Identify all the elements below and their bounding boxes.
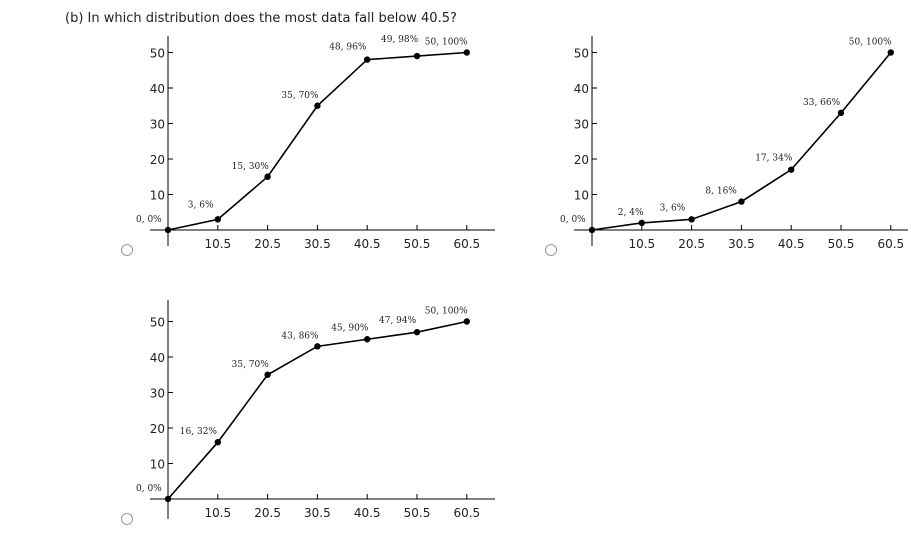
data-point — [314, 343, 321, 350]
x-tick-label: 60.5 — [877, 237, 904, 251]
data-point-label: 49, 98% — [381, 35, 419, 45]
data-point — [738, 198, 745, 205]
data-point — [413, 52, 421, 60]
data-point-label: 3, 6% — [660, 203, 686, 213]
y-tick-label: 40 — [150, 82, 165, 96]
x-tick-label: 20.5 — [678, 237, 705, 251]
y-tick-label: 30 — [150, 118, 165, 132]
y-tick-label: 50 — [574, 47, 589, 61]
data-point-label: 17, 34% — [755, 154, 793, 164]
data-point — [463, 49, 470, 56]
data-point — [638, 219, 645, 227]
y-tick-label: 30 — [150, 387, 165, 401]
data-point-label: 48, 96% — [329, 43, 367, 53]
y-tick-label: 50 — [150, 47, 165, 61]
data-point — [364, 336, 371, 343]
x-tick-label: 60.5 — [453, 506, 480, 520]
data-point-label: 16, 32% — [180, 427, 218, 437]
x-tick-label: 50.5 — [404, 237, 431, 251]
y-tick-label: 20 — [574, 153, 589, 167]
y-tick-label: 40 — [150, 351, 165, 365]
data-point-label: 47, 94% — [379, 316, 417, 326]
x-tick-label: 60.5 — [453, 237, 480, 251]
x-tick-label: 10.5 — [204, 237, 231, 251]
data-point-label: 33, 66% — [803, 98, 841, 108]
x-tick-label: 10.5 — [628, 237, 655, 251]
x-tick-label: 30.5 — [304, 506, 331, 520]
data-point — [164, 495, 172, 503]
data-point-label: 0, 0% — [136, 484, 162, 494]
data-point-label: 3, 6% — [188, 200, 214, 210]
data-point-label: 45, 90% — [331, 323, 369, 333]
data-point — [314, 102, 321, 109]
data-point-label: 43, 86% — [281, 331, 319, 341]
data-point-label: 0, 0% — [560, 215, 586, 225]
y-tick-label: 40 — [574, 82, 589, 96]
data-point — [463, 318, 470, 325]
data-point-label: 35, 70% — [281, 91, 319, 101]
y-tick-label: 30 — [574, 118, 589, 132]
x-tick-label: 40.5 — [778, 237, 805, 251]
y-tick-label: 20 — [150, 153, 165, 167]
x-tick-label: 10.5 — [204, 506, 231, 520]
data-point-label: 0, 0% — [136, 215, 162, 225]
option-radio-b[interactable] — [545, 244, 557, 256]
x-tick-label: 20.5 — [254, 506, 281, 520]
data-point-label: 8, 16% — [705, 187, 737, 197]
data-point — [837, 109, 845, 117]
data-point — [364, 56, 371, 63]
x-tick-label: 20.5 — [254, 237, 281, 251]
data-point — [413, 328, 421, 336]
y-tick-label: 10 — [150, 189, 165, 203]
x-tick-label: 40.5 — [354, 506, 381, 520]
data-point — [264, 371, 271, 378]
data-point — [788, 166, 795, 173]
data-point — [214, 439, 221, 446]
x-tick-label: 40.5 — [354, 237, 381, 251]
x-tick-label: 30.5 — [728, 237, 755, 251]
data-point — [588, 226, 596, 234]
y-tick-label: 20 — [150, 422, 165, 436]
y-tick-label: 10 — [150, 458, 165, 472]
y-tick-label: 10 — [574, 189, 589, 203]
x-tick-label: 50.5 — [404, 506, 431, 520]
data-point-label: 15, 30% — [232, 162, 270, 172]
data-point-label: 2, 4% — [618, 208, 644, 218]
data-point-label: 50, 100% — [849, 38, 892, 48]
x-tick-label: 50.5 — [828, 237, 855, 251]
data-point-label: 50, 100% — [425, 38, 468, 48]
data-point — [688, 216, 695, 223]
option-radio-c[interactable] — [121, 513, 133, 525]
data-point-label: 50, 100% — [425, 307, 468, 317]
data-point-label: 35, 70% — [232, 360, 270, 370]
data-point — [264, 173, 271, 180]
x-tick-label: 30.5 — [304, 237, 331, 251]
data-point — [214, 216, 221, 223]
data-point — [887, 49, 894, 56]
option-radio-a[interactable] — [121, 244, 133, 256]
y-tick-label: 50 — [150, 316, 165, 330]
data-point — [164, 226, 172, 234]
question-text: (b) In which distribution does the most … — [65, 11, 457, 26]
